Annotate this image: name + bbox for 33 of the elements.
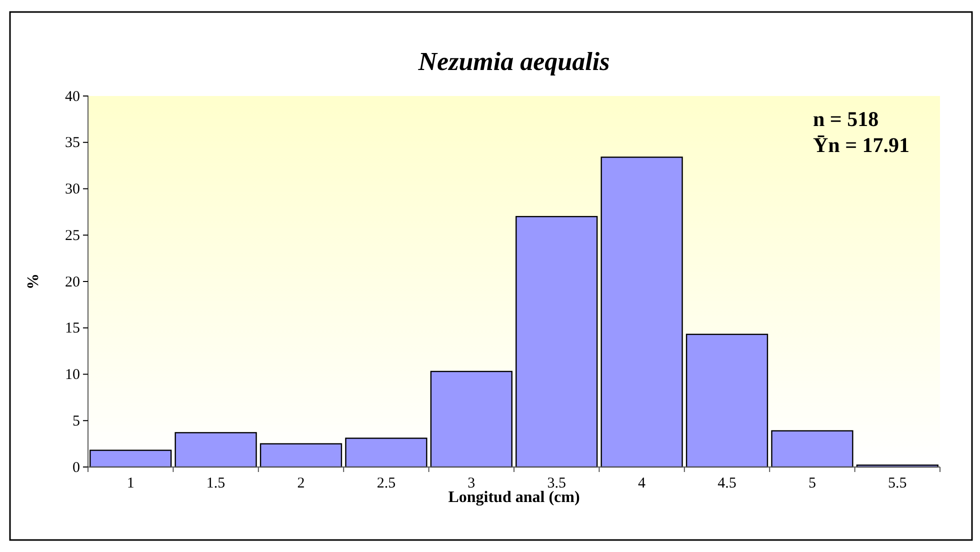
bar: [430, 370, 512, 468]
x-tick-label: 1: [126, 476, 134, 492]
x-tick-label: 4: [638, 476, 646, 492]
y-tick-label: 20: [65, 274, 80, 290]
x-tick-label: 3: [468, 476, 476, 492]
y-tick-label: 40: [65, 88, 80, 105]
y-tick-label: 5: [72, 413, 80, 430]
annotation: n = 518: [813, 107, 879, 131]
bar: [174, 432, 257, 468]
y-tick-label: 35: [65, 135, 80, 152]
y-tick-label: 25: [65, 228, 80, 244]
bar: [90, 450, 172, 468]
bar: [260, 443, 342, 468]
bar: [345, 438, 428, 468]
x-axis-title: Longitud anal (cm): [448, 489, 580, 506]
x-tick-label: 5: [808, 476, 816, 492]
y-tick-label: 15: [65, 320, 80, 337]
x-tick-label: 5.5: [888, 476, 907, 492]
y-tick-label: 10: [65, 367, 80, 384]
annotation: Ȳn = 17.91: [813, 133, 910, 157]
y-tick-label: 0: [72, 460, 80, 476]
x-tick-label: 2: [297, 476, 305, 492]
x-tick-label: 1.5: [206, 476, 226, 492]
y-tick-label: 30: [65, 182, 80, 198]
bar: [516, 216, 598, 468]
y-axis-title: %: [25, 274, 42, 290]
bar: [686, 334, 768, 468]
x-tick-label: 2.5: [376, 476, 396, 492]
x-tick-label: 3.5: [547, 476, 566, 492]
bar: [771, 430, 854, 468]
bar: [600, 156, 683, 468]
x-tick-label: 4.5: [718, 476, 736, 492]
chart-title: Nezumia aequalis: [417, 47, 610, 76]
